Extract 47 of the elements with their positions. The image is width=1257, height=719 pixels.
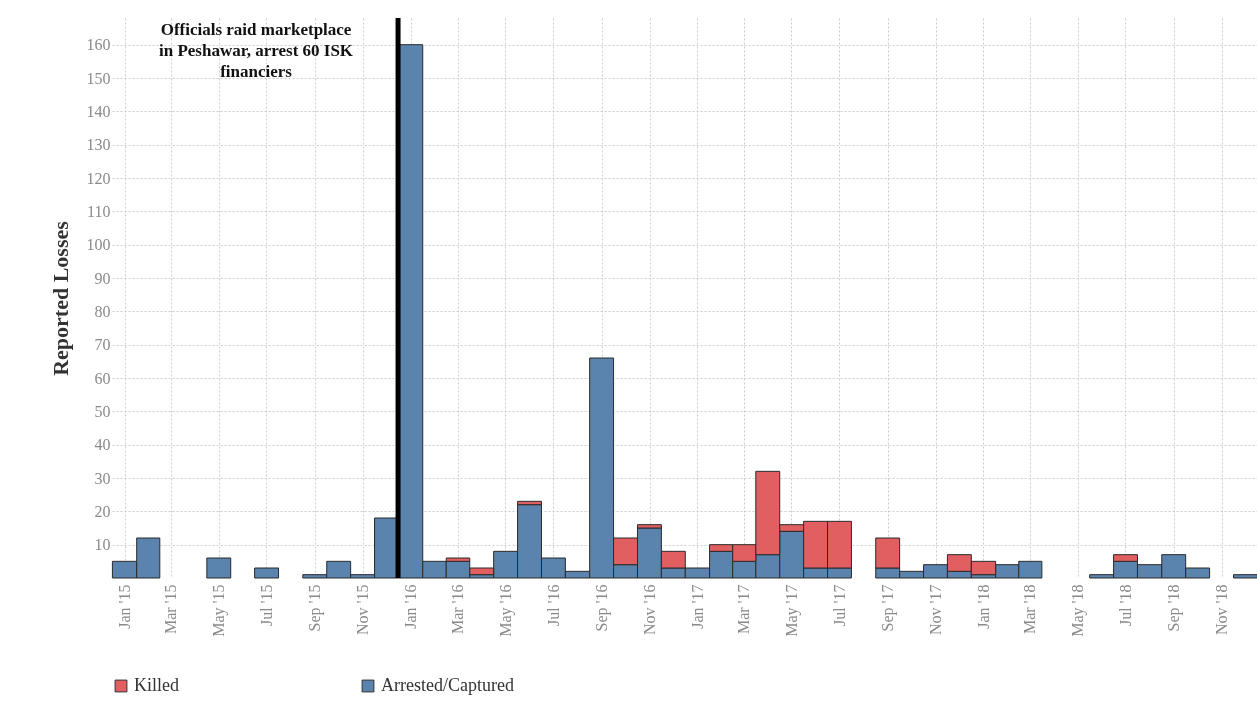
y-tick-label: 150 [86, 69, 111, 87]
x-tick-label: Jan '16 [402, 584, 420, 629]
x-tick-label: Mar '16 [449, 584, 467, 635]
y-tick-label: 10 [94, 536, 111, 554]
x-tick-label: May '18 [1069, 584, 1088, 637]
y-tick-label: 140 [86, 102, 111, 120]
x-tick-label: Mar '18 [1021, 584, 1039, 635]
legend-label: Killed [134, 675, 179, 695]
legend-label: Arrested/Captured [381, 675, 514, 695]
y-tick-label: 120 [86, 169, 111, 187]
x-tick-label: May '16 [496, 584, 515, 637]
bar [206, 557, 232, 579]
x-tick-label: Sep '18 [1165, 584, 1184, 632]
ref-line-label: Officials raid marketplace in Peshawar, arrest 60 ISK financiers [159, 20, 354, 81]
x-tick-label: Jul '17 [830, 584, 848, 627]
y-tick-label: 160 [86, 36, 111, 54]
y-tick-label: 50 [94, 402, 111, 420]
x-tick-label: Jul '18 [1116, 584, 1134, 627]
x-tick-label: Sep '15 [306, 584, 325, 632]
x-tick-label: Nov '15 [354, 584, 372, 635]
x-tick-label: May '17 [782, 584, 801, 637]
y-tick-label: 80 [94, 302, 111, 320]
x-tick-label: May '15 [210, 584, 229, 637]
bar [254, 567, 280, 579]
y-axis-title: Reported Losses [47, 220, 73, 376]
y-tick-label: 30 [94, 469, 111, 487]
x-tick-label: Nov '17 [927, 584, 945, 635]
x-tick-label: Sep '17 [879, 584, 898, 632]
bar [1232, 574, 1257, 579]
y-tick-label: 110 [87, 202, 111, 220]
y-tick-label: 70 [94, 336, 111, 354]
x-tick-label: Jan '15 [116, 584, 134, 629]
y-tick-label: 90 [94, 269, 111, 287]
x-tick-label: Jul '16 [544, 584, 562, 627]
x-tick-label: Jan '17 [688, 584, 706, 629]
x-tick-label: Sep '16 [593, 584, 612, 632]
x-tick-label: Nov '18 [1213, 584, 1231, 635]
y-tick-label: 130 [86, 136, 111, 154]
y-tick-label: 100 [86, 236, 111, 254]
x-tick-label: Nov '16 [641, 584, 659, 635]
x-tick-label: Jul '15 [257, 584, 275, 627]
y-tick-label: 60 [94, 369, 111, 387]
y-tick-label: 40 [94, 436, 111, 454]
x-tick-label: Mar '17 [735, 584, 753, 635]
x-tick-label: Mar '15 [162, 584, 180, 635]
x-tick-label: Jan '18 [974, 584, 992, 629]
y-tick-label: 20 [94, 502, 111, 520]
